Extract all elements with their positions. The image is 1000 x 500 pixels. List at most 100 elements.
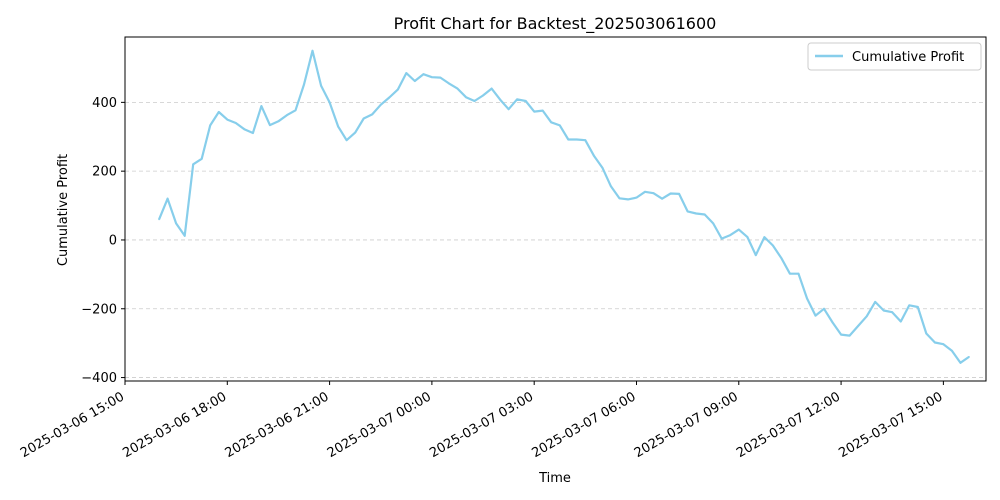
data-point xyxy=(797,272,800,275)
data-point xyxy=(763,236,766,239)
data-point xyxy=(669,192,672,195)
data-point xyxy=(465,96,467,99)
data-point xyxy=(968,356,970,358)
y-tick-label: 200 xyxy=(92,165,117,180)
data-point xyxy=(379,103,382,106)
data-point xyxy=(439,76,442,79)
data-point xyxy=(618,197,621,200)
data-point xyxy=(328,101,331,104)
data-point xyxy=(678,192,681,195)
data-point xyxy=(183,234,186,237)
data-point xyxy=(848,334,851,337)
data-point xyxy=(533,110,536,113)
data-point xyxy=(771,244,774,247)
data-point xyxy=(362,117,365,120)
data-point xyxy=(754,254,757,256)
data-point xyxy=(840,333,842,336)
data-point xyxy=(567,138,570,141)
data-point xyxy=(891,311,894,314)
data-point xyxy=(908,304,911,307)
x-tick-label: 2025-03-06 18:00 xyxy=(120,389,229,461)
data-point xyxy=(482,94,484,97)
legend-box xyxy=(807,42,982,71)
data-point xyxy=(661,197,663,200)
data-point xyxy=(601,166,604,169)
x-tick-label: 2025-03-07 12:00 xyxy=(734,389,843,461)
data-point xyxy=(269,124,271,126)
data-point xyxy=(226,118,229,121)
x-tick-label: 2025-03-06 21:00 xyxy=(223,389,332,461)
data-point xyxy=(541,109,544,112)
legend: Cumulative Profit xyxy=(807,42,982,71)
data-point xyxy=(516,98,519,101)
data-point xyxy=(422,73,425,76)
data-point xyxy=(925,332,928,335)
data-point xyxy=(294,109,297,112)
data-point xyxy=(234,122,237,124)
data-point xyxy=(823,307,825,310)
data-point xyxy=(959,361,962,364)
data-point xyxy=(933,341,936,344)
data-point xyxy=(831,321,834,324)
data-point xyxy=(550,121,553,124)
data-point xyxy=(592,154,595,157)
data-point xyxy=(942,343,945,346)
data-point xyxy=(610,185,612,188)
data-point xyxy=(916,306,919,308)
data-point xyxy=(192,163,195,166)
data-point xyxy=(303,83,305,86)
data-point xyxy=(524,100,527,102)
data-point xyxy=(712,222,715,225)
data-point xyxy=(703,213,706,216)
data-point xyxy=(286,114,288,116)
data-point xyxy=(635,196,638,199)
data-point xyxy=(200,157,203,160)
data-point xyxy=(320,84,322,87)
data-point xyxy=(806,297,808,300)
data-point xyxy=(175,222,178,225)
series-layer xyxy=(158,49,970,364)
data-point xyxy=(780,257,783,260)
data-point xyxy=(499,98,501,101)
plot-area-frame xyxy=(124,36,987,382)
data-point xyxy=(277,120,280,123)
y-axis-ticks: −400 −200 0 200 400 xyxy=(81,96,125,386)
data-point xyxy=(737,228,740,231)
x-tick-label: 2025-03-07 09:00 xyxy=(632,389,741,461)
data-point xyxy=(473,100,476,102)
data-point xyxy=(652,192,655,195)
legend-label: Cumulative Profit xyxy=(852,50,964,65)
data-point xyxy=(158,218,160,221)
y-tick-label: 400 xyxy=(92,96,117,111)
data-point xyxy=(575,138,578,141)
x-tick-label: 2025-03-07 06:00 xyxy=(530,389,639,461)
data-point xyxy=(209,124,212,127)
data-point xyxy=(789,272,791,275)
data-point xyxy=(899,320,902,323)
data-point xyxy=(260,105,263,108)
data-point xyxy=(490,87,493,90)
x-tick-label: 2025-03-06 15:00 xyxy=(18,389,127,461)
x-tick-label: 2025-03-07 00:00 xyxy=(325,389,434,461)
data-point xyxy=(396,88,399,91)
data-point xyxy=(644,190,646,193)
data-point xyxy=(951,349,953,352)
series-line-cumulative-profit xyxy=(158,49,970,364)
y-axis-label: Cumulative Profit xyxy=(56,154,71,266)
data-point xyxy=(584,139,587,142)
x-axis-label: Time xyxy=(538,471,571,486)
data-point xyxy=(507,108,510,111)
data-point xyxy=(686,210,689,213)
y-tick-label: −400 xyxy=(81,371,117,386)
y-tick-label: −200 xyxy=(81,302,117,317)
data-point xyxy=(865,315,868,318)
data-point xyxy=(371,113,374,116)
data-point xyxy=(337,125,340,128)
data-point xyxy=(430,76,433,79)
data-point xyxy=(729,234,732,237)
data-point xyxy=(217,111,220,113)
data-point xyxy=(558,124,561,127)
data-point xyxy=(311,49,314,52)
